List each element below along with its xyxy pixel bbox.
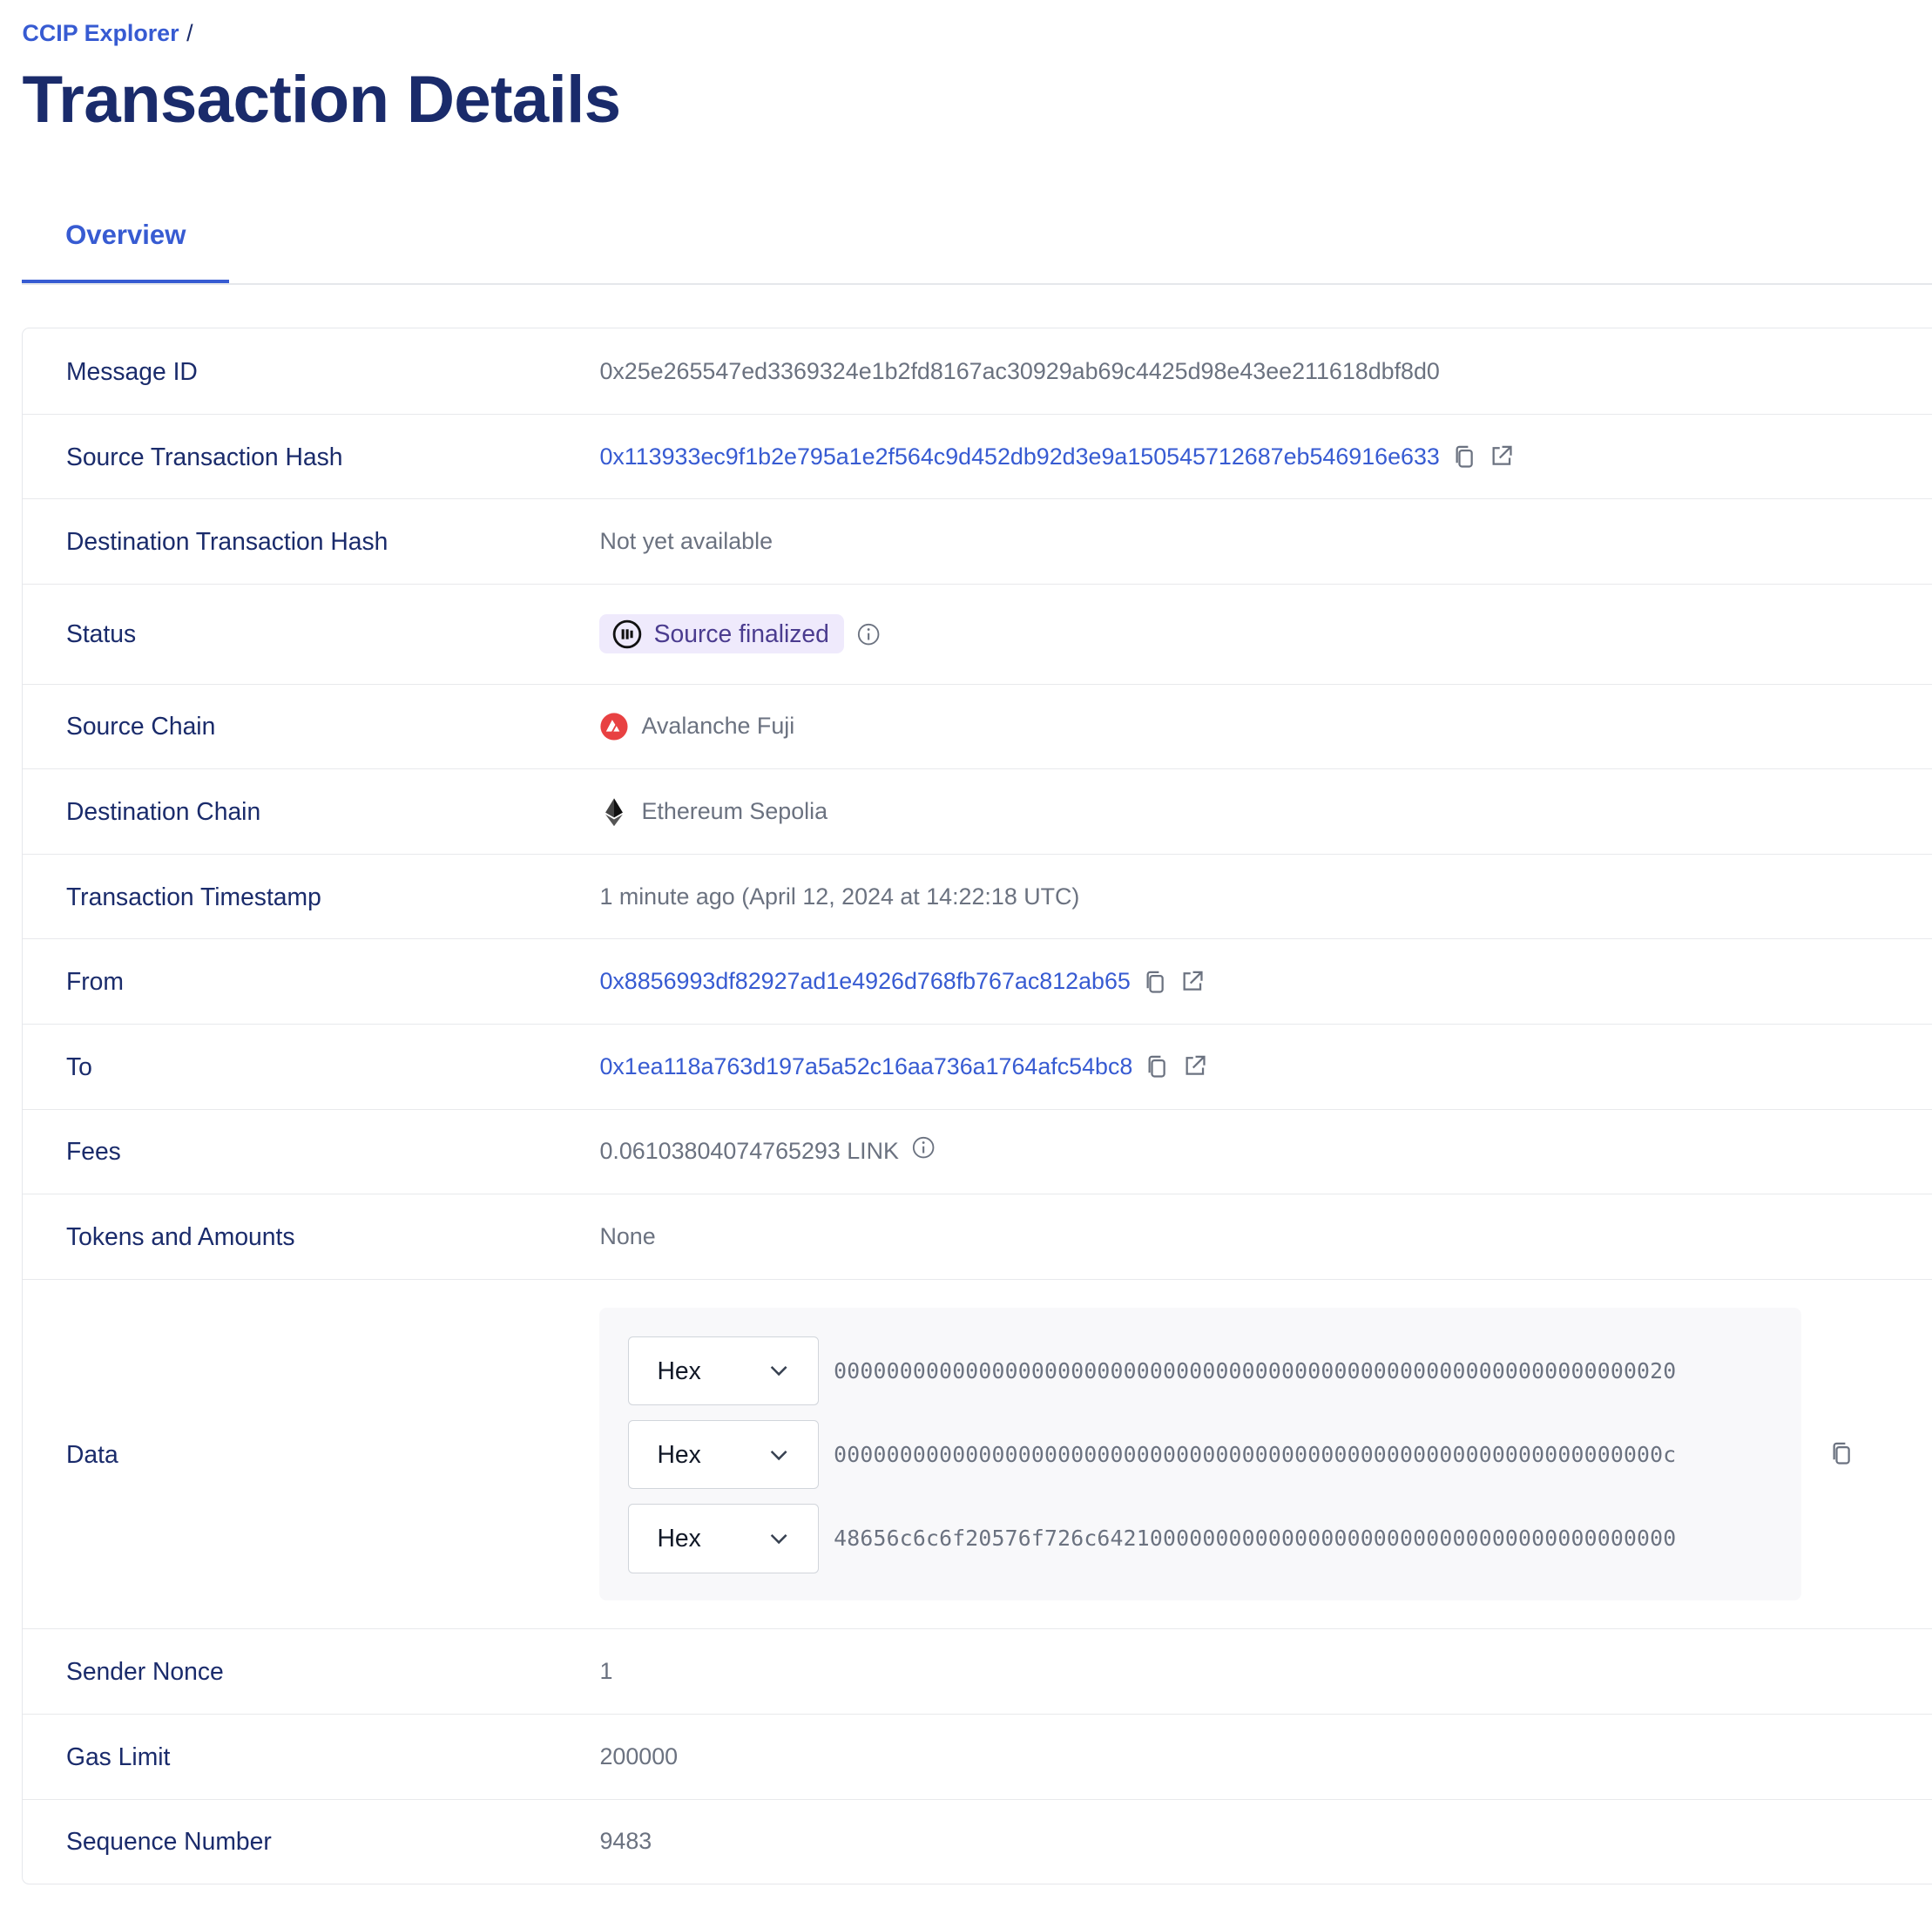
breadcrumb-ccip-explorer[interactable]: CCIP Explorer: [22, 19, 179, 46]
row-destination-chain: Destination Chain Ethereum Sepolia: [23, 768, 1932, 854]
row-destination-tx-hash: Destination Transaction Hash Not yet ava…: [23, 498, 1932, 584]
data-line: Hex 000000000000000000000000000000000000…: [627, 1336, 1801, 1406]
copy-icon[interactable]: [1143, 970, 1167, 994]
label: Sequence Number: [65, 1827, 272, 1856]
label: Gas Limit: [65, 1742, 171, 1770]
tab-bar: Overview: [22, 197, 1932, 286]
status-text: Source finalized: [653, 619, 829, 648]
row-source-chain: Source Chain Avalanche Fuji: [23, 683, 1932, 769]
format-select-value: Hex: [657, 1357, 701, 1385]
row-data: Data Hex 0000000000000000000000000000000…: [23, 1278, 1932, 1629]
format-select-value: Hex: [657, 1440, 701, 1469]
format-select[interactable]: Hex: [627, 1336, 820, 1406]
info-icon[interactable]: [856, 622, 881, 646]
data-line: Hex 000000000000000000000000000000000000…: [627, 1420, 1801, 1490]
tokens-value: None: [599, 1222, 656, 1249]
row-status: Status Source finalized: [23, 584, 1932, 684]
from-address-link[interactable]: 0x8856993df82927ad1e4926d768fb767ac812ab…: [599, 968, 1131, 995]
to-address-link[interactable]: 0x1ea118a763d197a5a52c16aa736a1764afc54b…: [599, 1052, 1133, 1079]
external-link-icon[interactable]: [1182, 1054, 1206, 1079]
info-icon[interactable]: [911, 1135, 936, 1160]
row-source-tx-hash: Source Transaction Hash 0x113933ec9f1b2e…: [23, 413, 1932, 499]
data-box: Hex 000000000000000000000000000000000000…: [599, 1308, 1850, 1600]
label: Destination Chain: [65, 796, 261, 825]
row-sequence-number: Sequence Number 9483: [23, 1798, 1932, 1884]
row-to: To 0x1ea118a763d197a5a52c16aa736a1764afc…: [23, 1023, 1932, 1109]
label: To: [65, 1052, 92, 1080]
timestamp-value: 1 minute ago (April 12, 2024 at 14:22:18…: [599, 883, 1080, 910]
row-fees: Fees 0.06103804074765293 LINK: [23, 1108, 1932, 1194]
row-gas-limit: Gas Limit 200000: [23, 1714, 1932, 1799]
message-id-value: 0x25e265547ed3369324e1b2fd8167ac30929ab6…: [599, 357, 1440, 384]
label: Source Chain: [65, 712, 216, 741]
sequence-number-value: 9483: [599, 1828, 652, 1855]
status-progress-icon: [612, 619, 641, 649]
status-badge: Source finalized: [599, 614, 844, 654]
transaction-details-card: Message ID 0x25e265547ed3369324e1b2fd816…: [22, 328, 1932, 1885]
row-message-id: Message ID 0x25e265547ed3369324e1b2fd816…: [23, 328, 1932, 414]
row-timestamp: Transaction Timestamp 1 minute ago (Apri…: [23, 853, 1932, 939]
label: Status: [65, 619, 137, 648]
data-hex-value: 0000000000000000000000000000000000000000…: [834, 1442, 1677, 1468]
fees-value: 0.06103804074765293 LINK: [599, 1138, 899, 1165]
data-hex-value: 0000000000000000000000000000000000000000…: [834, 1358, 1677, 1384]
label: From: [65, 967, 124, 996]
copy-icon[interactable]: [1829, 1441, 1854, 1465]
data-line: Hex 48656c6c6f20576f726c6421000000000000…: [627, 1504, 1801, 1573]
data-hex-value: 48656c6c6f20576f726c64210000000000000000…: [834, 1526, 1677, 1552]
format-select[interactable]: Hex: [627, 1420, 820, 1490]
row-from: From 0x8856993df82927ad1e4926d768fb767ac…: [23, 938, 1932, 1024]
label: Sender Nonce: [65, 1657, 224, 1686]
row-tokens-amounts: Tokens and Amounts None: [23, 1194, 1932, 1279]
chevron-down-icon: [770, 1366, 787, 1377]
row-sender-nonce: Sender Nonce 1: [23, 1628, 1932, 1714]
breadcrumb-separator: /: [186, 19, 193, 46]
label: Source Transaction Hash: [65, 442, 343, 470]
external-link-icon[interactable]: [1179, 970, 1204, 994]
ethereum-icon: [605, 797, 624, 826]
format-select[interactable]: Hex: [627, 1504, 820, 1573]
page-title: Transaction Details: [22, 62, 621, 137]
source-tx-hash-link[interactable]: 0x113933ec9f1b2e795a1e2f564c9d452db92d3e…: [599, 443, 1440, 470]
chevron-down-icon: [770, 1450, 787, 1460]
copy-icon[interactable]: [1452, 444, 1476, 469]
external-link-icon[interactable]: [1489, 444, 1513, 469]
tab-overview[interactable]: Overview: [22, 197, 230, 284]
destination-tx-hash-value: Not yet available: [599, 528, 773, 555]
label: Tokens and Amounts: [65, 1221, 295, 1250]
copy-icon[interactable]: [1145, 1054, 1169, 1079]
format-select-value: Hex: [657, 1524, 701, 1553]
gas-limit-value: 200000: [599, 1742, 679, 1769]
source-chain-value: Avalanche Fuji: [641, 713, 795, 740]
label: Destination Transaction Hash: [65, 527, 388, 556]
chevron-down-icon: [770, 1533, 787, 1544]
breadcrumb: CCIP Explorer /: [22, 20, 193, 47]
label: Transaction Timestamp: [65, 882, 321, 910]
label: Message ID: [65, 356, 198, 385]
sender-nonce-value: 1: [599, 1658, 613, 1685]
avalanche-icon: [600, 713, 628, 741]
label: Data: [65, 1439, 118, 1468]
label: Fees: [65, 1137, 121, 1166]
destination-chain-value: Ethereum Sepolia: [641, 797, 828, 824]
